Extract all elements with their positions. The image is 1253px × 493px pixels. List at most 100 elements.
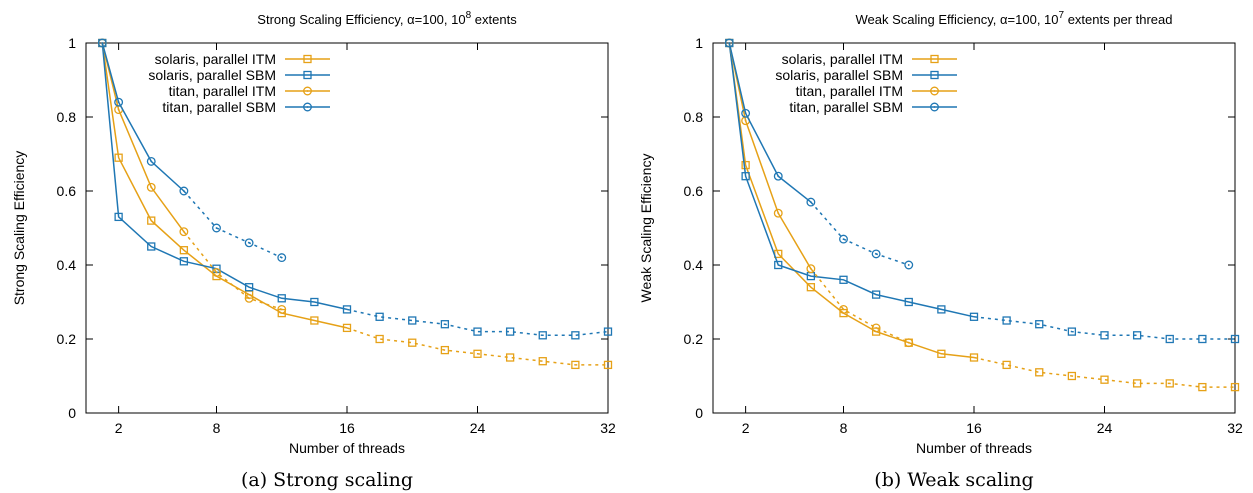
data-point: [244, 293, 254, 303]
x-tick-label: 32: [600, 420, 616, 436]
legend-entry-label: titan, parallel ITM: [796, 83, 903, 99]
data-point: [871, 323, 881, 333]
data-point: [937, 349, 946, 358]
data-point: [1002, 360, 1011, 370]
series-line-dashed: [346, 308, 609, 337]
data-point: [310, 316, 319, 325]
chart-title-tail: extents per thread: [1064, 12, 1172, 27]
data-point-dot: [248, 297, 251, 300]
data-point-dot: [280, 256, 283, 259]
data-point-dot: [150, 186, 153, 189]
strong-scaling-panel: Strong Scaling Efficiency, α=100, 108 ex…: [0, 0, 626, 493]
data-point: [839, 275, 848, 284]
data-point: [146, 156, 156, 166]
data-point: [408, 338, 417, 347]
series-line-solid: [728, 42, 975, 318]
data-point: [375, 312, 384, 321]
chart-title-main: Weak Scaling Efficiency, α=100, 10: [856, 12, 1059, 27]
data-point: [1067, 371, 1077, 381]
data-point: [1035, 320, 1044, 329]
data-point: [538, 331, 547, 340]
data-point: [904, 338, 914, 348]
y-tick-label: 0.8: [684, 109, 704, 125]
data-point: [871, 290, 881, 299]
data-point: [1035, 368, 1044, 377]
chart-title-superscript: 7: [1059, 10, 1065, 21]
y-tick-label: 0.4: [684, 257, 704, 273]
data-point: [375, 334, 384, 344]
series-line-dashed: [346, 327, 608, 366]
legend-entry-label: solaris, parallel SBM: [148, 67, 276, 83]
strong-scaling-chart: Strong Scaling Efficiency, α=100, 108 ex…: [11, 10, 616, 491]
legend-entry-marker: [303, 86, 312, 96]
legend-entry-label: solaris, parallel ITM: [155, 51, 276, 67]
data-point-dot: [280, 308, 283, 311]
data-point: [839, 234, 848, 244]
data-point-dot: [101, 42, 104, 44]
data-point: [179, 227, 189, 237]
data-point-dot: [744, 112, 747, 115]
data-point: [1165, 379, 1174, 388]
legend-entry-label: titan, parallel SBM: [789, 99, 903, 115]
data-point: [212, 267, 221, 277]
x-axis-label: Number of threads: [289, 440, 405, 456]
y-tick-label: 0.6: [684, 183, 704, 199]
series-line-dashed: [810, 201, 909, 266]
data-point: [473, 349, 482, 358]
data-point-dot: [842, 238, 845, 241]
data-point: [571, 331, 580, 340]
series-line-solid: [101, 42, 185, 192]
data-point-dot: [215, 271, 218, 274]
data-point: [969, 353, 979, 362]
data-point: [277, 253, 287, 263]
chart-title: Strong Scaling Efficiency, α=100, 108 ex…: [257, 10, 517, 27]
data-point: [244, 238, 254, 248]
legend-entry-label: titan, parallel ITM: [169, 83, 276, 99]
data-point: [904, 260, 914, 270]
data-point: [244, 283, 254, 292]
data-point: [603, 360, 613, 370]
series-line-solid: [728, 42, 812, 203]
series-3: [97, 38, 287, 263]
chart-title-superscript: 8: [466, 10, 472, 21]
legend-entry-label: solaris, parallel ITM: [782, 51, 903, 67]
legend-entry-marker-dot: [306, 106, 309, 108]
data-point: [179, 246, 189, 255]
y-axis-label: Weak Scaling Efficiency: [638, 154, 654, 303]
data-point-dot: [117, 108, 120, 111]
legend-entry-marker: [303, 102, 312, 112]
series-3: [724, 38, 914, 270]
data-point: [473, 327, 482, 336]
data-point-dot: [875, 253, 878, 255]
data-point: [440, 320, 450, 329]
chart-title: Weak Scaling Efficiency, α=100, 107 exte…: [856, 10, 1173, 27]
legend-entry-marker-dot: [933, 90, 936, 92]
data-point-dot: [777, 175, 780, 178]
y-tick-label: 0.8: [57, 109, 77, 125]
data-point-dot: [182, 190, 185, 192]
x-tick-label: 32: [1227, 420, 1243, 436]
data-point: [342, 323, 352, 333]
data-point-dot: [842, 308, 845, 311]
data-point: [1132, 331, 1142, 340]
x-tick-label: 24: [1097, 420, 1113, 436]
y-axis-label: Strong Scaling Efficiency: [11, 151, 27, 306]
data-point: [1198, 334, 1207, 344]
data-point: [342, 305, 352, 314]
data-point-dot: [182, 230, 185, 233]
data-point-dot: [777, 212, 780, 215]
data-point: [806, 197, 816, 207]
data-point: [741, 160, 750, 170]
y-tick-label: 0: [68, 405, 76, 421]
x-tick-label: 24: [470, 420, 486, 436]
data-point: [1067, 327, 1077, 336]
data-point: [1198, 382, 1207, 392]
data-point: [937, 305, 946, 314]
data-point: [774, 260, 783, 270]
legend-entry-label: titan, parallel SBM: [162, 99, 276, 115]
data-point: [871, 249, 881, 259]
x-tick-label: 8: [840, 420, 848, 436]
data-point: [1230, 382, 1240, 392]
data-point: [114, 153, 123, 162]
x-tick-label: 2: [742, 420, 750, 436]
